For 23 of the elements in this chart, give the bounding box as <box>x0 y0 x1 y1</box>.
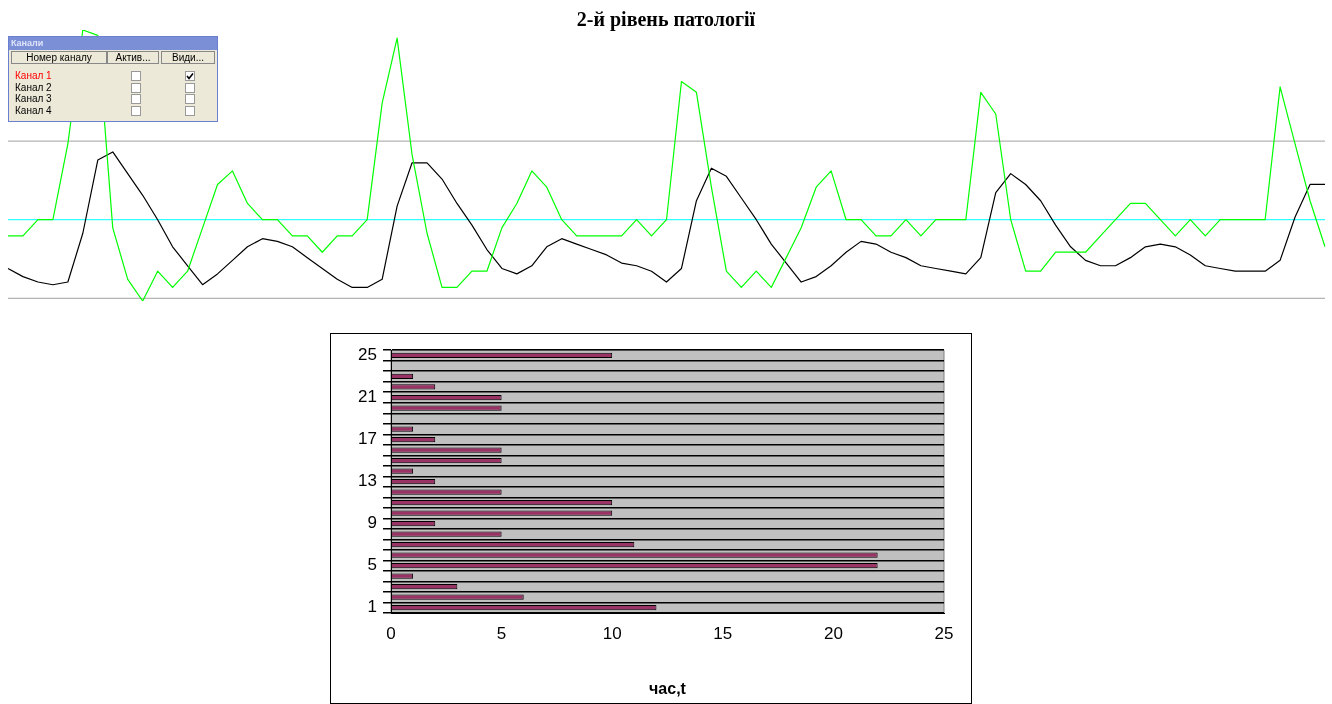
y-tick-label: 17 <box>358 429 377 449</box>
x-axis-title: час,t <box>649 679 687 697</box>
chart-title: 2-й рівень патології <box>575 8 757 31</box>
x-tick-label: 20 <box>823 623 843 643</box>
y-tick-label: 5 <box>367 555 377 575</box>
x-tick-label: 15 <box>713 623 733 643</box>
y-tick-label: 25 <box>358 345 377 365</box>
annotation: Канал 3 <box>15 93 52 104</box>
annotation: Канал 4 <box>15 104 52 116</box>
y-tick-label: 21 <box>358 387 377 407</box>
annotation: Канал 2 <box>15 81 52 93</box>
text: Канали <box>9 37 217 50</box>
x-tick-label: 10 <box>602 623 622 643</box>
category-label: Актив... <box>107 51 159 64</box>
category-label: Номер каналу <box>11 51 107 64</box>
y-tick-label: 1 <box>367 597 377 617</box>
x-tick-label: 0 <box>386 623 396 643</box>
x-tick-label: 25 <box>934 623 954 643</box>
category-label: Види... <box>161 51 215 64</box>
x-tick-label: 5 <box>496 623 507 643</box>
y-tick-label: 9 <box>367 513 377 533</box>
y-tick-label: 13 <box>358 471 377 491</box>
annotation: Канал 1 <box>15 70 52 81</box>
